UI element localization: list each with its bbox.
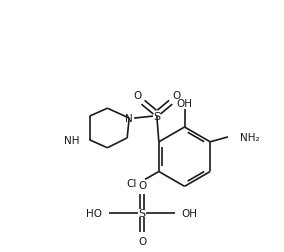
Text: O: O (138, 181, 146, 191)
Text: O: O (172, 91, 181, 101)
Text: N: N (125, 114, 133, 123)
Text: S: S (153, 112, 160, 122)
Text: Cl: Cl (127, 179, 137, 188)
Text: OH: OH (181, 208, 198, 218)
Text: HO: HO (86, 208, 103, 218)
Text: O: O (138, 236, 146, 246)
Text: O: O (133, 91, 141, 101)
Text: NH: NH (64, 135, 80, 145)
Text: NH₂: NH₂ (240, 132, 260, 142)
Text: OH: OH (177, 99, 193, 109)
Text: S: S (138, 208, 146, 218)
